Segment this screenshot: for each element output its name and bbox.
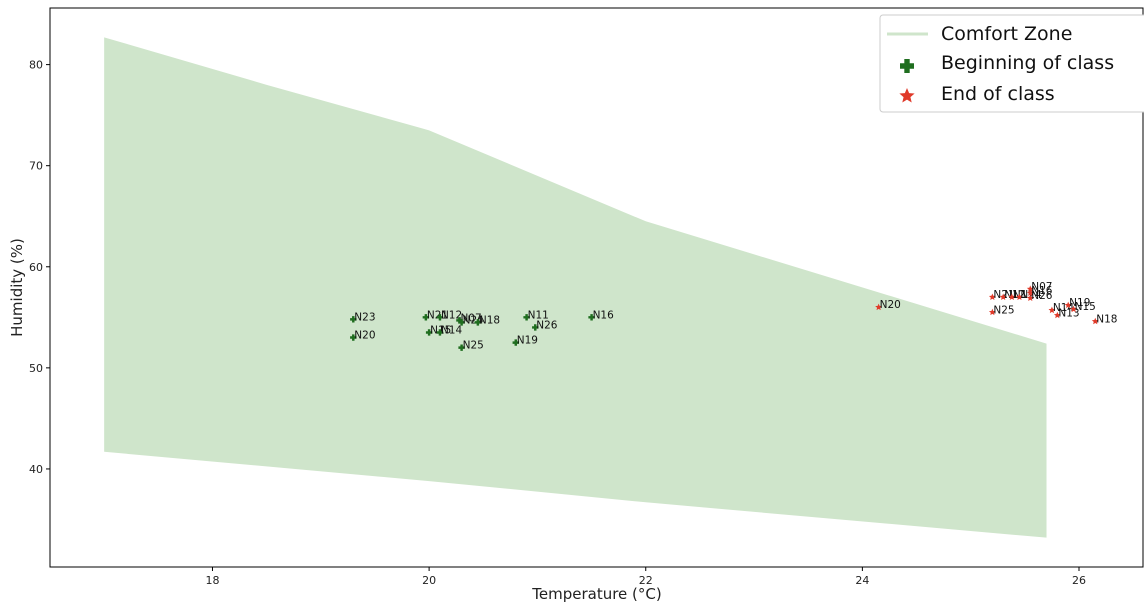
- beginning-of-class-marker: [523, 314, 530, 321]
- point-label: N26: [1031, 290, 1053, 302]
- beginning-of-class-marker: [588, 314, 595, 321]
- y-tick-label: 40: [29, 463, 43, 476]
- legend-end-label: End of class: [941, 83, 1055, 105]
- y-tick-label: 60: [29, 261, 43, 274]
- point-label: N20: [880, 299, 901, 311]
- beginning-of-class-marker: [512, 339, 519, 346]
- beginning-of-class-marker: [422, 314, 430, 321]
- end-of-class-marker: [999, 293, 1007, 301]
- x-tick-label: 24: [855, 574, 869, 587]
- end-of-class-marker: [1070, 305, 1078, 313]
- y-tick-label: 70: [29, 160, 43, 173]
- beginning-of-class-marker: [474, 319, 482, 326]
- end-of-class-marker: [1053, 311, 1061, 319]
- point-label: N14: [441, 324, 463, 336]
- beginning-of-class-marker: [458, 344, 465, 351]
- end-of-class-marker: [1064, 301, 1072, 309]
- x-tick-label: 20: [422, 574, 436, 587]
- legend-end-marker: [899, 88, 915, 103]
- point-label: N12: [441, 309, 462, 321]
- point-label: N26: [536, 319, 558, 331]
- y-tick-label: 80: [29, 59, 43, 72]
- beginning-of-class-marker: [456, 317, 463, 324]
- point-label: N07: [1031, 281, 1052, 293]
- x-tick-label: 22: [639, 574, 653, 587]
- end-of-class-marker: [988, 293, 996, 301]
- end-of-class-marker: [875, 303, 883, 311]
- point-label: N11: [528, 309, 549, 321]
- point-label: N18: [479, 314, 500, 326]
- comfort-zone-area: [104, 37, 1047, 538]
- beginning-of-class-marker: [350, 316, 357, 323]
- end-of-class-marker: [1026, 294, 1034, 302]
- point-label: N21: [993, 289, 1014, 301]
- legend-box: [879, 14, 1144, 113]
- x-tick-label: 26: [1072, 574, 1086, 587]
- x-axis-label: Temperature (°C): [531, 585, 661, 603]
- beginning-of-class-marker: [350, 334, 357, 341]
- point-label: N18: [1096, 313, 1117, 325]
- data-points: N23N20N21N12N07N24N18N15N14N25N11N26N19N…: [350, 281, 1117, 352]
- plot-frame: [49, 7, 1144, 568]
- legend-beginning-marker: [900, 59, 914, 73]
- plus-icon: [900, 59, 914, 73]
- point-label: N23: [354, 311, 375, 323]
- point-label: N16: [593, 309, 615, 321]
- beginning-of-class-marker: [436, 314, 444, 321]
- point-label: N25: [993, 304, 1014, 316]
- beginning-of-class-marker: [458, 319, 465, 326]
- end-of-class-marker: [1026, 285, 1034, 292]
- beginning-of-class-marker: [425, 329, 433, 336]
- end-of-class-marker: [1026, 289, 1034, 296]
- point-label: N15: [1075, 301, 1096, 313]
- point-label: N25: [463, 340, 484, 352]
- y-axis-label: Humidity (%): [8, 238, 26, 337]
- end-of-class-marker: [1008, 293, 1016, 301]
- end-of-class-marker: [1091, 317, 1099, 325]
- legend-comfort-zone-label: Comfort Zone: [941, 23, 1072, 45]
- comfort-zone-layer: [104, 37, 1047, 538]
- y-tick-label: 50: [29, 362, 43, 375]
- legend: Comfort Zone Beginning of class End of c…: [879, 14, 1144, 113]
- beginning-of-class-marker: [436, 329, 444, 336]
- point-label: N16: [1031, 285, 1053, 297]
- end-of-class-marker: [1048, 306, 1056, 314]
- point-label: N19: [517, 335, 538, 347]
- x-tick-label: 18: [205, 574, 219, 587]
- point-label: N20: [354, 330, 375, 342]
- axis-ticks: 18 20 22 24 26 40 50 60 70 80: [29, 59, 1086, 587]
- end-of-class-marker: [988, 308, 996, 316]
- beginning-of-class-marker: [532, 324, 539, 331]
- legend-beginning-label: Beginning of class: [941, 52, 1114, 74]
- star-icon: [899, 88, 915, 103]
- point-label: N19: [1069, 297, 1090, 309]
- end-of-class-marker: [1016, 293, 1023, 301]
